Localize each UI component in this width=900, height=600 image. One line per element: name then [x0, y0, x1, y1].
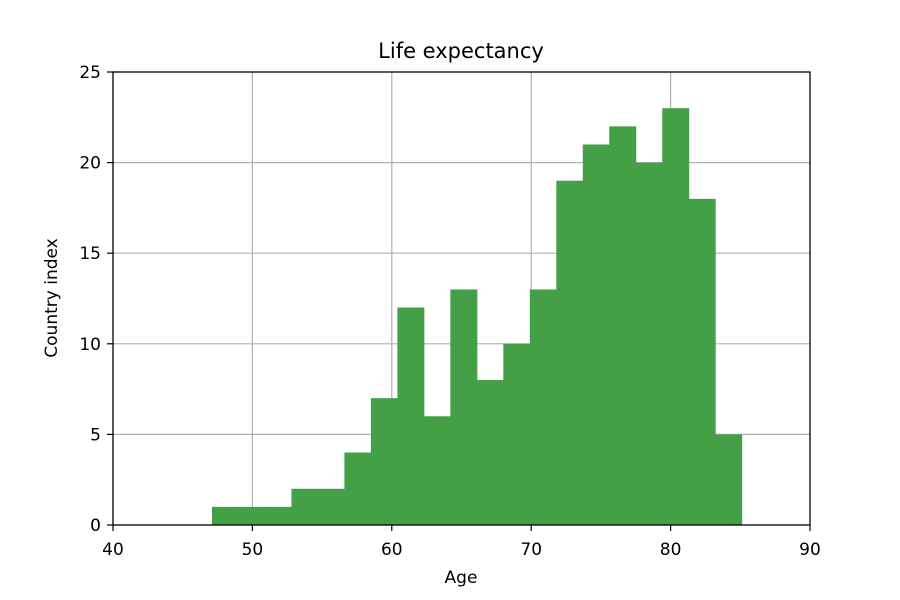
histogram-bar [423, 416, 451, 525]
histogram-bar [662, 108, 690, 526]
histogram-bar [688, 198, 716, 525]
x-axis-label: Age [445, 568, 478, 588]
x-tick-label: 80 [660, 540, 682, 560]
chart-title: Life expectancy [378, 39, 544, 63]
histogram-bar [476, 380, 504, 525]
histogram-bar [238, 506, 266, 525]
y-tick-label: 20 [79, 154, 101, 174]
histogram-bar [529, 289, 557, 525]
histogram-bar [291, 488, 319, 525]
x-tick-label: 90 [799, 540, 821, 560]
histogram-bar [556, 180, 584, 525]
histogram-bar [609, 126, 637, 526]
x-tick-label: 50 [242, 540, 264, 560]
histogram-bar [582, 144, 610, 526]
histogram-bar [715, 434, 743, 525]
plot-frame [112, 71, 811, 526]
tick-labels: 40 50 60 70 80 90 0 5 10 15 20 25 [79, 63, 820, 560]
y-tick-label: 15 [79, 244, 101, 264]
y-tick-label: 5 [90, 425, 101, 445]
histogram-bars [211, 108, 743, 526]
x-tick-label: 40 [102, 540, 124, 560]
histogram-bar [450, 289, 478, 525]
histogram-bar [317, 488, 345, 525]
y-axis-label: Country index [42, 238, 62, 357]
histogram-bar [264, 506, 292, 525]
histogram-bar [211, 506, 239, 525]
y-tick-label: 10 [79, 335, 101, 355]
histogram-bar [370, 398, 398, 525]
histogram-bar [344, 452, 372, 525]
x-tick-label: 60 [381, 540, 403, 560]
histogram-bar [635, 162, 663, 525]
y-tick-label: 25 [79, 63, 101, 83]
x-tick-label: 70 [520, 540, 542, 560]
histogram-bar [503, 343, 531, 525]
histogram-bar [397, 307, 425, 525]
y-tick-label: 0 [90, 516, 101, 536]
axes [112, 71, 811, 526]
